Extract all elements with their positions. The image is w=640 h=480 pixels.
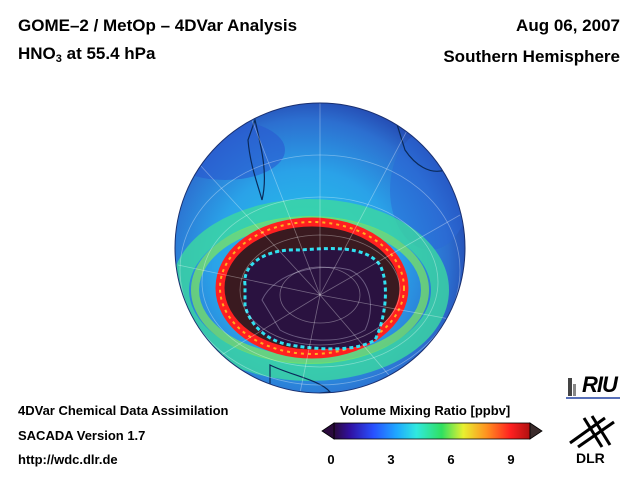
region-label: Southern Hemisphere (443, 47, 620, 66)
antarctica-outline (261, 266, 371, 341)
vortex-interior (243, 247, 387, 351)
riu-logo-mark (566, 378, 620, 399)
riu-logo-text: RIU (582, 372, 618, 397)
colorbar-tick: 0 (327, 452, 335, 467)
footer-url[interactable]: http://wdc.dlr.de (18, 452, 118, 467)
colorbar-title: Volume Mixing Ratio [ppbv] (340, 403, 511, 418)
colorbar (321, 422, 543, 440)
title-species: HNO3 at 55.4 hPa (18, 44, 156, 65)
dlr-logo-text: DLR (576, 450, 605, 466)
colorbar-tick: 9 (507, 452, 515, 467)
title-line1: GOME–2 / MetOp – 4DVar Analysis (18, 16, 298, 35)
footer-line1: 4DVar Chemical Data Assimilation (18, 403, 229, 418)
dlr-logo-mark (569, 415, 615, 449)
south-america-outline (247, 117, 266, 201)
date-label: Aug 06, 2007 (516, 16, 620, 35)
colorbar-tick: 3 (387, 452, 395, 467)
australia-outline (269, 364, 332, 393)
colorbar-tick: 6 (447, 452, 455, 467)
footer-line2: SACADA Version 1.7 (18, 428, 146, 443)
